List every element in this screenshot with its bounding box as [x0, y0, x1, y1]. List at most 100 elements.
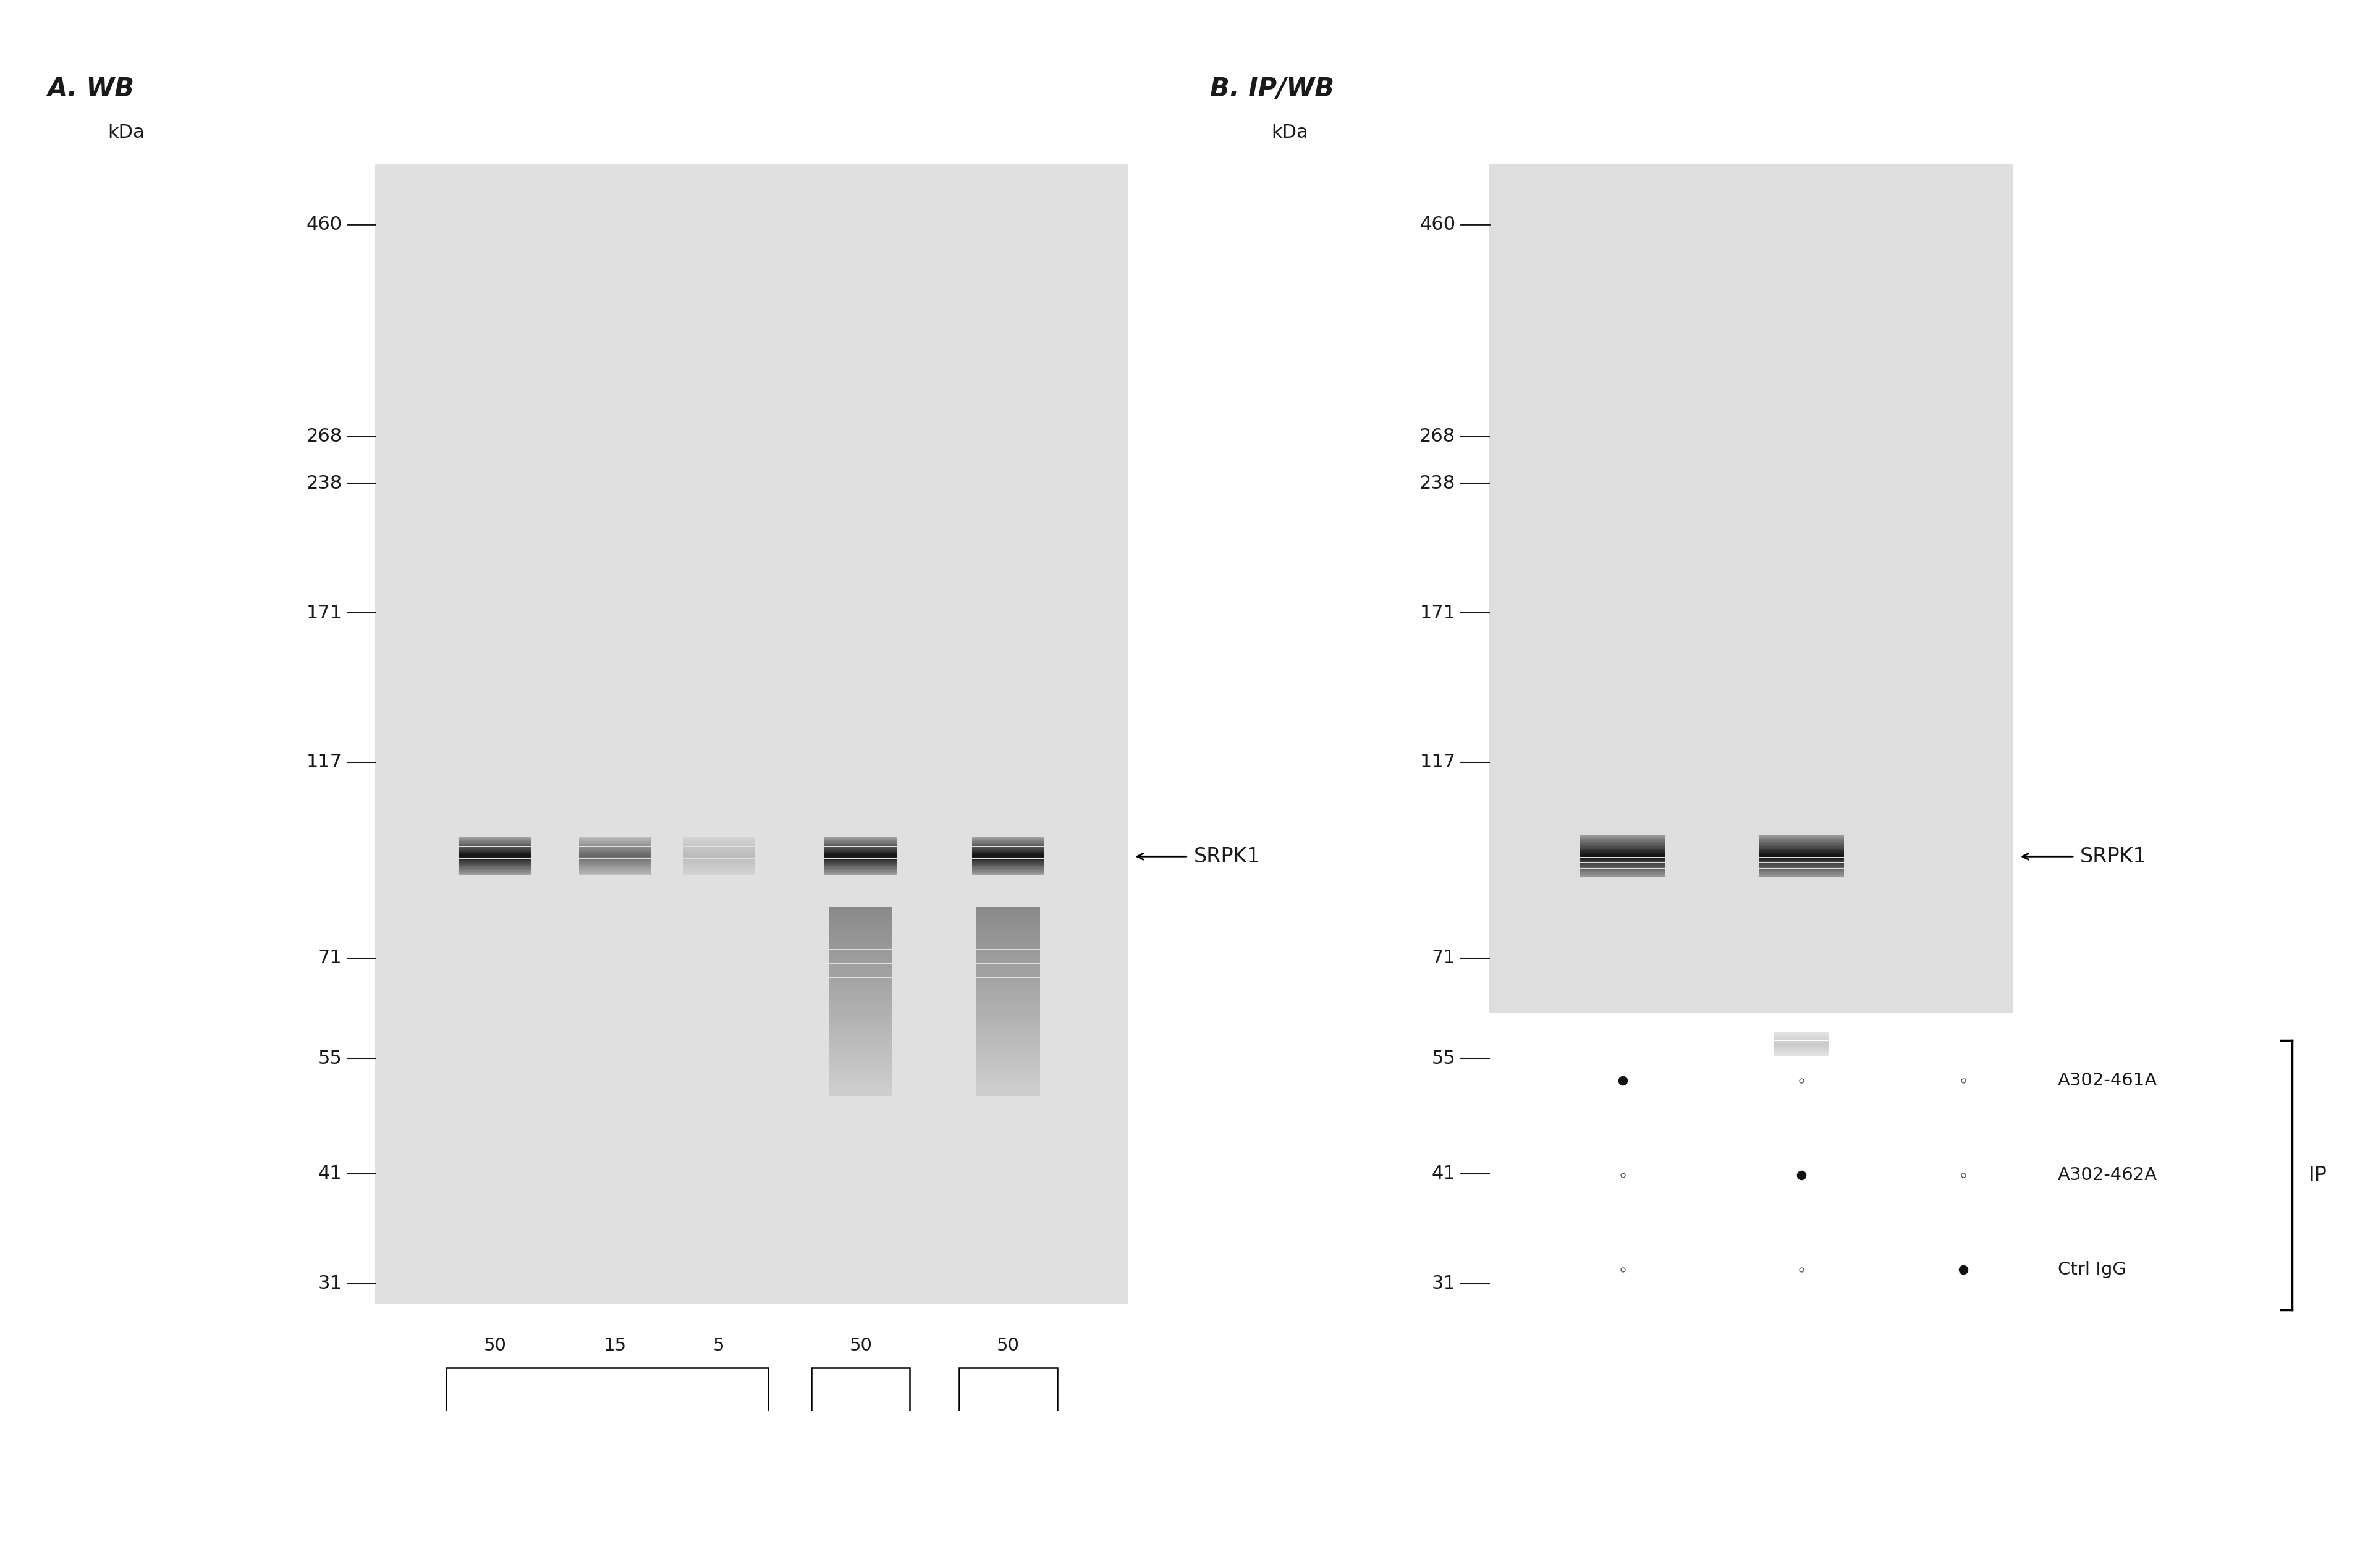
Bar [975, 1016, 1039, 1021]
Bar [975, 1082, 1039, 1087]
Bar [812, 1367, 909, 1438]
Text: 5: 5 [712, 1338, 724, 1355]
Text: 171: 171 [1419, 604, 1455, 622]
Bar [975, 1030, 1039, 1035]
Bar [828, 1044, 892, 1049]
Text: 117: 117 [306, 753, 342, 771]
Bar [828, 1040, 892, 1044]
Bar [828, 1021, 892, 1025]
Bar [1490, 163, 2012, 1013]
Bar [975, 1091, 1039, 1096]
Bar [828, 930, 892, 935]
Text: HeLa: HeLa [584, 1394, 629, 1411]
Text: 268: 268 [306, 428, 342, 445]
Bar [975, 993, 1039, 997]
Text: T: T [854, 1394, 866, 1411]
Bar [975, 930, 1039, 935]
Bar [975, 958, 1039, 963]
Bar [975, 1002, 1039, 1007]
Bar [828, 1016, 892, 1021]
Text: kDa: kDa [107, 124, 145, 141]
Bar [828, 1082, 892, 1087]
Bar [975, 916, 1039, 920]
Bar [975, 1007, 1039, 1011]
Bar [828, 958, 892, 963]
Bar [828, 925, 892, 930]
Bar [828, 1068, 892, 1073]
Bar [975, 911, 1039, 916]
Bar [828, 993, 892, 997]
Bar [975, 974, 1039, 977]
Bar [975, 1011, 1039, 1016]
Bar [828, 1030, 892, 1035]
Bar [828, 949, 892, 953]
Bar [828, 1087, 892, 1091]
Bar [975, 1058, 1039, 1063]
Bar [975, 988, 1039, 993]
Bar [828, 988, 892, 993]
Bar [828, 920, 892, 925]
Bar [828, 969, 892, 972]
Bar [975, 920, 1039, 925]
Bar [975, 969, 1039, 972]
Bar [975, 963, 1039, 967]
Bar [828, 916, 892, 920]
Bar [975, 1040, 1039, 1044]
Bar [828, 1007, 892, 1011]
Bar [828, 911, 892, 916]
Bar [828, 906, 892, 911]
Bar [975, 1087, 1039, 1091]
Text: SRPK1: SRPK1 [2081, 847, 2148, 867]
Bar [975, 997, 1039, 1002]
Bar [975, 1044, 1039, 1049]
Bar [828, 1035, 892, 1040]
Text: 238: 238 [1419, 474, 1455, 492]
Text: 50: 50 [484, 1338, 505, 1355]
Bar [975, 1021, 1039, 1025]
Bar [959, 1367, 1058, 1438]
Bar [975, 1068, 1039, 1073]
Text: A302-462A: A302-462A [2057, 1167, 2157, 1184]
Bar [828, 1049, 892, 1054]
Text: 50: 50 [850, 1338, 873, 1355]
Text: 41: 41 [318, 1165, 342, 1182]
Text: M: M [1001, 1394, 1016, 1411]
Bar [828, 1058, 892, 1063]
Text: B. IP/WB: B. IP/WB [1210, 77, 1334, 102]
Bar [828, 974, 892, 977]
Bar [975, 939, 1039, 944]
Bar [828, 983, 892, 986]
Bar [975, 1035, 1039, 1040]
Bar [828, 963, 892, 967]
Text: IP: IP [2309, 1165, 2328, 1185]
Text: 460: 460 [1419, 215, 1455, 234]
Bar [828, 997, 892, 1002]
Text: 55: 55 [318, 1049, 342, 1068]
Text: Ctrl IgG: Ctrl IgG [2057, 1261, 2126, 1278]
Bar [828, 935, 892, 939]
Text: SRPK1: SRPK1 [1194, 847, 1260, 867]
Bar [828, 1073, 892, 1077]
Text: kDa: kDa [1272, 124, 1308, 141]
Bar [975, 1025, 1039, 1030]
Text: 238: 238 [306, 474, 342, 492]
Text: 31: 31 [318, 1275, 342, 1292]
Text: 171: 171 [306, 604, 342, 622]
Text: 55: 55 [1431, 1049, 1455, 1068]
Bar [828, 1025, 892, 1030]
Text: 50: 50 [997, 1338, 1020, 1355]
Bar [828, 944, 892, 949]
Text: 15: 15 [603, 1338, 626, 1355]
Bar [975, 983, 1039, 986]
Bar [975, 1054, 1039, 1058]
Text: A. WB: A. WB [47, 77, 135, 102]
Bar [975, 978, 1039, 982]
Bar [975, 944, 1039, 949]
Bar [828, 1063, 892, 1068]
Bar [975, 949, 1039, 953]
Bar [828, 1077, 892, 1082]
Bar [975, 925, 1039, 930]
Bar [975, 1049, 1039, 1054]
Bar [975, 1073, 1039, 1077]
Text: 31: 31 [1431, 1275, 1455, 1292]
